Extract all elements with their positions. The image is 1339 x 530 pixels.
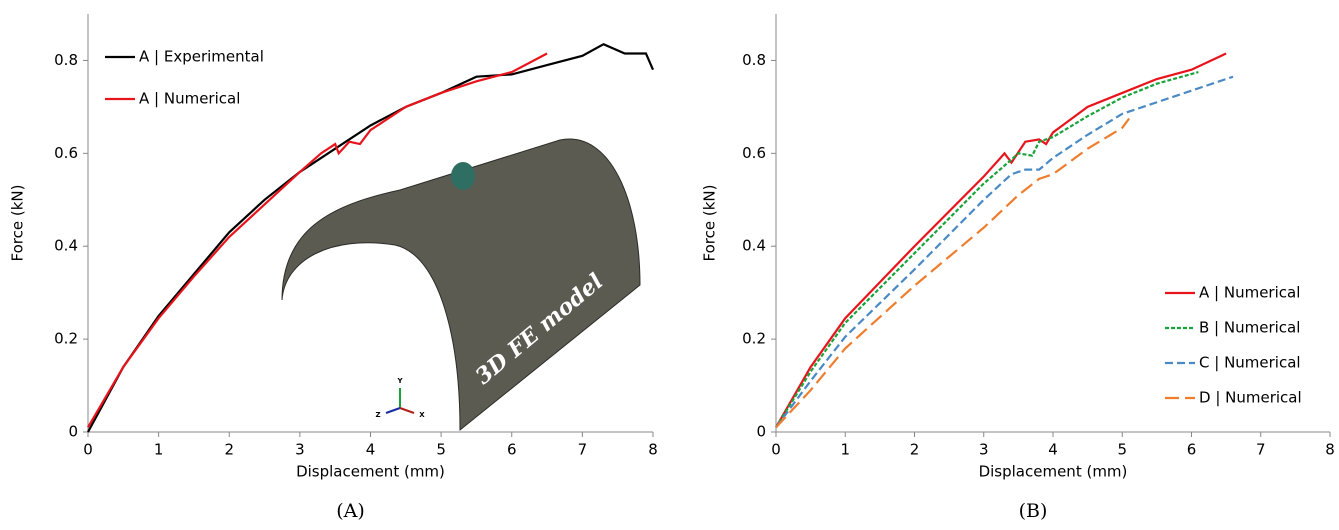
triad-x	[400, 408, 414, 413]
legend-label: A | Numerical	[139, 90, 240, 108]
x-tick-label: 8	[1325, 441, 1335, 459]
x-tick-label: 4	[366, 441, 376, 459]
y-tick-label: 0.6	[54, 144, 78, 162]
triad-z	[386, 408, 400, 413]
y-tick-label: 0	[68, 423, 78, 441]
y-tick-label: 0.6	[742, 144, 766, 162]
x-tick-label: 6	[507, 441, 517, 459]
triad-label: Y	[396, 377, 403, 385]
x-tick-label: 0	[83, 441, 93, 459]
y-tick-label: 0.4	[54, 237, 78, 255]
y-axis-label: Force (kN)	[9, 185, 27, 262]
series-line	[776, 77, 1233, 428]
x-tick-label: 5	[1117, 441, 1127, 459]
series-line	[776, 72, 1198, 427]
series-line	[776, 119, 1129, 428]
legend-label: A | Experimental	[139, 48, 264, 66]
x-tick-label: 7	[578, 441, 588, 459]
legend-label: A | Numerical	[1199, 284, 1300, 302]
y-tick-label: 0.2	[54, 330, 78, 348]
x-tick-label: 3	[295, 441, 305, 459]
panel-label: (A)	[336, 500, 365, 522]
x-axis-label: Displacement (mm)	[296, 463, 445, 481]
fe-indenter	[451, 162, 475, 190]
y-tick-label: 0.8	[742, 51, 766, 69]
chart-panel: 0 0.2 0.4 0.6 0.8 0 1 2 3 4 5 6 7 8 Displacement (mm) F…	[701, 14, 1335, 522]
x-tick-label: 2	[224, 441, 234, 459]
y-tick-label: 0.2	[742, 330, 766, 348]
legend-label: B | Numerical	[1199, 319, 1300, 337]
x-tick-label: 7	[1256, 441, 1266, 459]
x-tick-label: 4	[1048, 441, 1058, 459]
y-tick-label: 0.8	[54, 51, 78, 69]
y-tick-label: 0	[756, 423, 766, 441]
x-tick-label: 6	[1187, 441, 1197, 459]
x-tick-label: 8	[648, 441, 658, 459]
y-axis-label: Force (kN)	[701, 185, 719, 262]
legend-label: C | Numerical	[1199, 354, 1301, 372]
x-tick-label: 5	[436, 441, 446, 459]
x-tick-label: 3	[979, 441, 989, 459]
figure: 0 0.2 0.4 0.6 0.8 0 1 2 3 4 5 6 7 8 Displacement (mm) F…	[0, 0, 1339, 530]
x-axis-label: Displacement (mm)	[979, 463, 1128, 481]
x-tick-label: 0	[771, 441, 781, 459]
y-tick-label: 0.4	[742, 237, 766, 255]
triad-label: X	[419, 411, 425, 419]
legend-label: D | Numerical	[1199, 389, 1302, 407]
x-tick-label: 1	[154, 441, 164, 459]
x-tick-label: 1	[840, 441, 850, 459]
series-line	[776, 53, 1226, 427]
panel-label: (B)	[1019, 500, 1048, 522]
x-tick-label: 2	[910, 441, 920, 459]
triad-label: Z	[375, 411, 380, 419]
chart-panel: 0 0.2 0.4 0.6 0.8 0 1 2 3 4 5 6 7 8 Displacement (mm) F…	[9, 14, 658, 522]
